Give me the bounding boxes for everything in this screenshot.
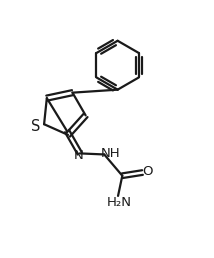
Text: NH: NH: [101, 147, 120, 160]
Text: S: S: [31, 119, 40, 134]
Text: H₂N: H₂N: [107, 196, 132, 209]
Text: N: N: [74, 149, 84, 163]
Text: O: O: [142, 165, 152, 178]
